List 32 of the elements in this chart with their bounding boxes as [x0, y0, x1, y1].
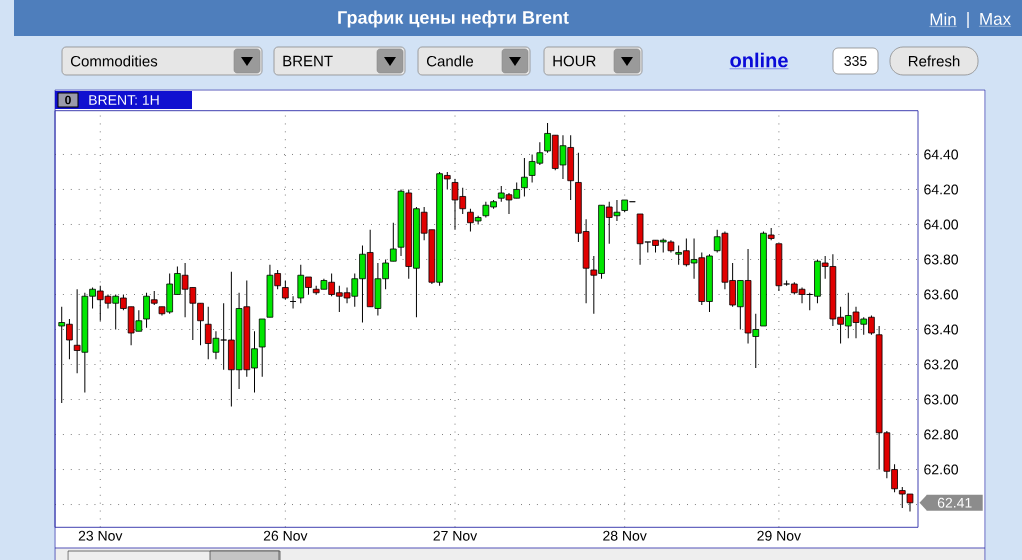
x-tick-label: 23 Nov	[78, 530, 123, 541]
text: Refresh	[908, 55, 960, 67]
text: |	[967, 12, 969, 28]
y-tick-label: 63.20	[924, 359, 959, 370]
x-tick-label: 27 Nov	[433, 530, 478, 541]
text: Min	[930, 12, 956, 26]
text: Commodities	[70, 55, 158, 67]
text: 62.41	[937, 497, 972, 508]
chart-subtitle: BRENT: 1H	[89, 95, 159, 105]
x-tick-label: 26 Nov	[263, 530, 308, 541]
y-tick-label: 63.00	[924, 394, 959, 405]
y-tick-label: 63.60	[924, 289, 959, 300]
chart-title: График цены нефти Brent	[338, 10, 569, 28]
candlestick	[389, 222, 397, 262]
text: Max	[980, 13, 1011, 25]
y-tick-label: 62.60	[924, 464, 959, 475]
candlestick	[282, 279, 289, 301]
text: 0	[65, 95, 71, 105]
y-tick-label: 62.80	[924, 429, 959, 440]
y-tick-label: 64.40	[924, 149, 959, 160]
y-tick-label: 64.00	[924, 219, 959, 230]
y-tick-label: 63.40	[924, 324, 959, 335]
candlestick	[521, 157, 528, 197]
text: BRENT	[283, 55, 333, 67]
y-tick-label: 63.80	[924, 254, 959, 265]
x-tick-label: 28 Nov	[603, 530, 647, 541]
text: HOUR	[553, 55, 596, 67]
text: 335	[844, 56, 867, 66]
y-tick-label: 64.20	[924, 184, 959, 195]
x-tick-label: 29 Nov	[757, 530, 801, 541]
text: Candle	[426, 55, 474, 67]
text: online	[730, 52, 788, 68]
